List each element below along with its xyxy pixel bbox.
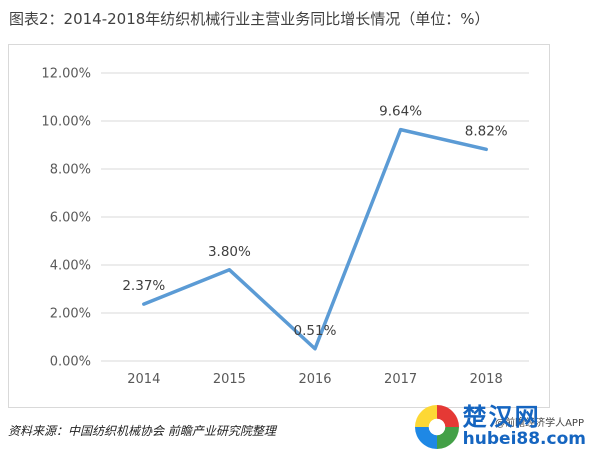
x-tick-label: 2015 <box>213 372 246 387</box>
line-chart: 0.00% 2.00% 4.00% 6.00% 8.00% 10.00% 12.00% 201… <box>41 67 529 387</box>
x-tick-label: 2014 <box>127 372 160 387</box>
watermark-app-text: @前瞻经济学人APP <box>495 418 584 429</box>
y-tick-label: 10.00% <box>41 115 91 130</box>
watermark-site-name: 楚汉网 <box>462 403 541 432</box>
watermark-site-url: hubei88.com <box>462 428 586 449</box>
chart-title: 图表2：2014-2018年纺织机械行业主营业务同比增长情况（单位：%） <box>9 10 490 28</box>
y-tick-label: 2.00% <box>50 307 91 322</box>
data-label: 8.82% <box>465 123 508 139</box>
data-label: 3.80% <box>208 244 251 260</box>
chart-panel: 0.00% 2.00% 4.00% 6.00% 8.00% 10.00% 12.00% 201… <box>8 44 550 408</box>
data-label: 2.37% <box>122 278 165 294</box>
y-tick-label: 8.00% <box>50 163 91 178</box>
data-label: 9.64% <box>379 104 422 120</box>
y-tick-label: 0.00% <box>50 355 91 370</box>
x-tick-label: 2016 <box>298 372 331 387</box>
x-tick-label: 2017 <box>384 372 417 387</box>
series-line <box>142 127 488 351</box>
site-watermark: 楚汉网 hubei88.com <box>414 403 586 449</box>
x-tick-label: 2018 <box>470 372 503 387</box>
data-label: 0.51% <box>294 323 337 339</box>
watermark-logo-icon <box>414 405 459 449</box>
y-tick-label: 4.00% <box>50 259 91 274</box>
source-note: 资料来源：中国纺织机械协会 前瞻产业研究院整理 <box>8 424 276 438</box>
y-tick-label: 6.00% <box>50 211 91 226</box>
y-tick-label: 12.00% <box>41 67 91 82</box>
